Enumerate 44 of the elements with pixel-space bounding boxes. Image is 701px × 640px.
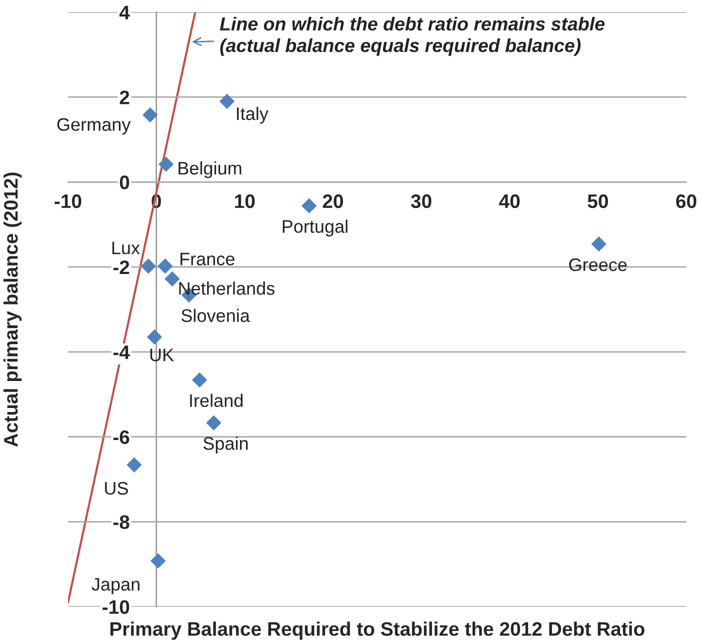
y-axis-title: Actual primary balance (2012) [4, 172, 22, 447]
annotation: France [180, 252, 234, 266]
x-tick-label: 30 [410, 194, 432, 208]
annotation: Greece [569, 258, 627, 272]
point [150, 553, 166, 568]
point [192, 372, 208, 388]
y-tick-label: -2 [113, 260, 130, 274]
x-tick-label: 20 [322, 194, 343, 208]
y-tick-label: 0 [120, 176, 130, 190]
x-tick-label: -10 [54, 194, 82, 208]
point [126, 457, 142, 472]
point [158, 156, 174, 172]
annotation: Spain [203, 436, 248, 454]
point [158, 258, 173, 274]
y-tick-label: 2 [120, 90, 130, 104]
annotation: Italy [236, 106, 268, 124]
annotation: Netherlands [179, 282, 274, 295]
point [206, 415, 222, 430]
annotation: Germany [57, 118, 131, 134]
annotation: Portugal [282, 220, 348, 236]
annotation: Line on which the debt ratio remains stable (actual balance equals required balance) [220, 16, 605, 56]
x-tick-label: 60 [676, 194, 696, 208]
point [140, 258, 156, 274]
y-tick-label: -4 [113, 346, 130, 359]
point [219, 94, 235, 109]
point [146, 329, 162, 345]
point [591, 236, 606, 252]
annotation: Lux [112, 242, 140, 254]
y-tick-label: -6 [113, 430, 130, 444]
annotation: Slovenia [181, 308, 250, 322]
annotation: Ireland [190, 394, 243, 408]
x-tick-label: 40 [499, 194, 520, 208]
annotation: US [105, 482, 128, 495]
point [142, 107, 158, 123]
x-tick-label: 50 [588, 194, 608, 208]
annotation: Belgium [178, 161, 242, 178]
y-tick-label: -8 [113, 515, 130, 530]
x-axis-title: Primary Balance Required to Stabilize the 2012 Debt Ratio [110, 622, 644, 640]
annotation: Japan [92, 578, 140, 594]
y-tick-label: -10 [102, 600, 130, 614]
point [302, 198, 317, 214]
y-tick-label: 4 [119, 6, 130, 20]
point [164, 271, 180, 286]
x-tick-label: 10 [235, 194, 255, 208]
